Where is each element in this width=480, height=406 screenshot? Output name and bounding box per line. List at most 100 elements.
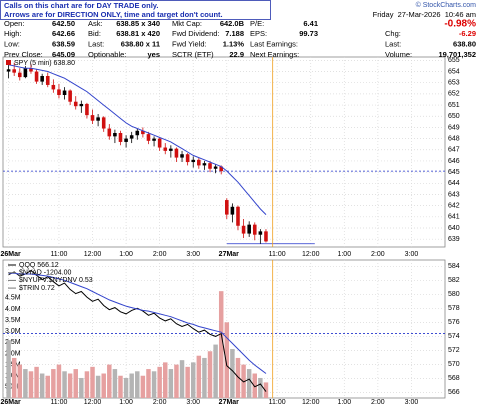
volume-bar [62,371,67,398]
y2-tick-label: 2.5M [5,339,21,346]
lower-panel-frame [2,259,446,399]
y-tick-label: 655 [448,57,460,64]
quote-label: Bid: [88,29,101,38]
quote-value: 6.41 [303,19,318,28]
y-tick-label: 574 [448,333,460,340]
quote-label: Fwd Dividend: [172,29,220,38]
candle-body [230,206,235,215]
volume-bar [118,375,123,398]
y-tick-label: 576 [448,319,460,326]
candle-body [45,76,50,85]
quote-value: 642.0B [220,19,245,28]
volume-bar [235,357,241,398]
x-tick-label: 26Mar [0,399,21,406]
y2-tick-label: 3.5M [5,317,21,324]
candle-body [157,138,162,148]
notice-box [0,0,271,20]
candle-body [17,72,22,78]
quote-value: -0.98% [444,19,476,30]
volume-bar [202,357,207,398]
candle-body [113,133,117,137]
x-tick-label: 1:00 [337,399,351,406]
volume-bar [56,364,62,398]
y-tick-label: 572 [448,347,460,354]
quote-label: SCTR (ETF) [172,50,214,59]
y-tick-label: 642 [448,202,460,209]
candle-body [202,163,207,166]
y-tick-label: 582 [448,277,460,284]
candle-body [208,163,212,169]
x-tick-label: 27Mar [219,251,240,258]
volume-bar [151,371,157,398]
candle-body [124,138,128,142]
y2-tick-label: 3.0M [5,328,21,335]
volume-bar [84,371,90,398]
volume-bar [23,369,28,398]
legend-entry: $TRIN 0.72 [19,285,55,292]
candle-body [73,101,78,107]
volume-bar [263,382,269,398]
volume-bar [51,369,56,398]
quote-value: -6.29 [459,29,476,38]
x-tick-label: 2:00 [371,251,385,258]
candle-body [51,84,56,90]
legend-entry: QQQ 566.12 [19,262,59,269]
volume-bar [146,369,151,398]
y2-tick-label: 4.0M [5,306,21,313]
candle-body [107,128,112,137]
quote-value: 642.66 [52,29,75,38]
x-tick-label: 11:00 [50,251,67,258]
candle-body [264,231,268,242]
volume-bar [140,375,146,398]
quote-label: Optionable: [88,50,126,59]
volume-bar [17,364,23,398]
candle-body [12,69,16,73]
x-tick-label: 1:00 [337,251,351,258]
candle-body [258,231,263,235]
x-tick-label: 12:00 [84,251,102,258]
candle-body [180,154,184,158]
candle-body [163,147,168,151]
candle-body [62,90,67,95]
candle-body [85,103,89,116]
x-tick-label: 11:00 [50,399,67,406]
candle-body [129,135,134,139]
volume-bar [218,291,224,398]
candle-body [57,89,61,95]
x-tick-label: 12:00 [302,399,320,406]
candle-body [185,154,190,163]
quote-label: Chg: [385,29,401,38]
volume-bar [168,369,174,398]
volume-bar [207,351,213,398]
y-tick-label: 646 [448,158,460,165]
volume-bar [39,373,45,398]
volume-bar [163,362,168,398]
x-tick-label: 3:00 [405,251,419,258]
quote-label: Low: [4,39,20,48]
notice-line: Arrows are for DIRECTION ONLY, time and … [4,10,223,19]
quote-label: Next Earnings: [250,50,299,59]
candle-body [79,103,84,107]
x-tick-label: 12:00 [84,399,102,406]
candle-body [236,206,240,226]
x-tick-label: 3:00 [186,399,200,406]
y-tick-label: 584 [448,263,460,270]
volume-bar [67,373,73,398]
y-tick-label: 650 [448,113,460,120]
quote-value: 638.85 x 340 [116,19,160,28]
quote-value: yes [147,50,160,59]
candle-body [225,200,229,215]
line [8,272,267,374]
volume-bar [101,373,106,398]
candle-body [252,224,257,235]
x-tick-label: 11:00 [269,399,286,406]
x-tick-label: 3:00 [186,251,200,258]
quote-value: 7.188 [225,29,244,38]
y-tick-label: 649 [448,124,460,131]
y-tick-label: 639 [448,236,460,243]
panel-label: SPY (5 min) 638.80 [14,60,75,67]
volume-bar [258,377,263,398]
y-tick-label: 653 [448,80,460,87]
x-tick-label: 2:00 [153,399,167,406]
